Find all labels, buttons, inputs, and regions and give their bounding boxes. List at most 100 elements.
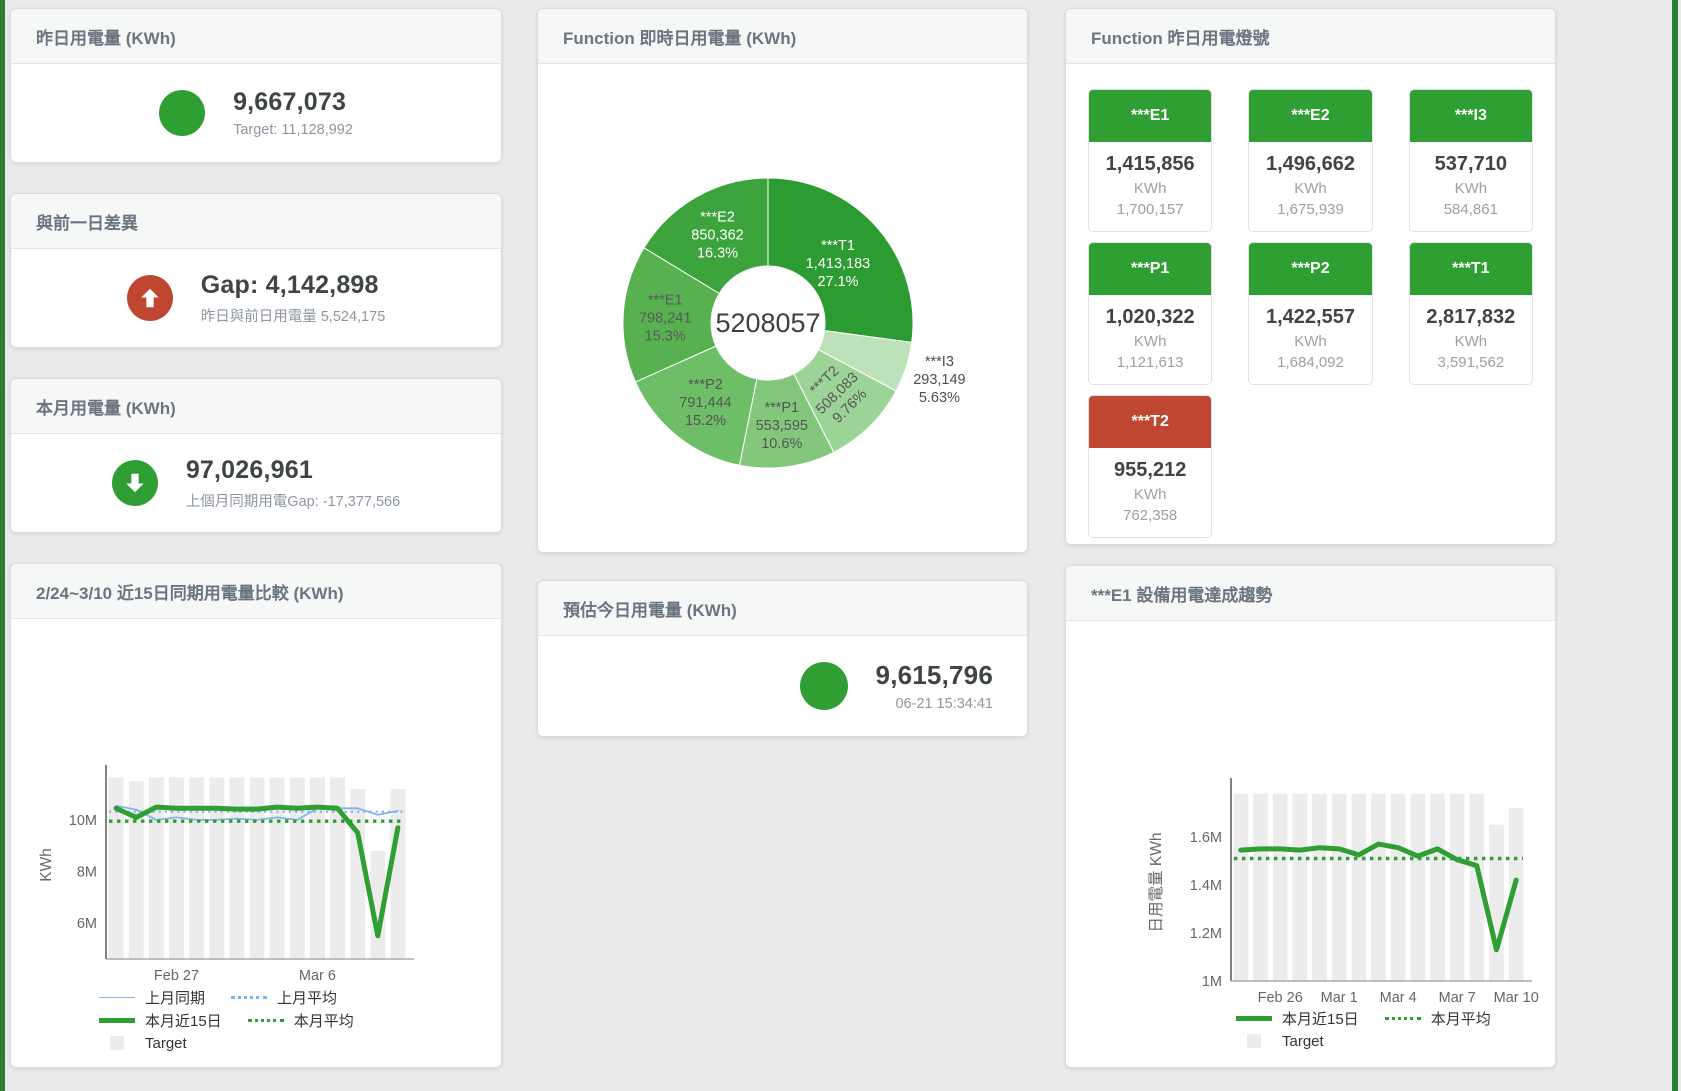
legend-item[interactable]: 本月平均 xyxy=(1384,1009,1491,1028)
y-axis-title: 日用電量 KWh xyxy=(1148,833,1165,933)
target-bar xyxy=(1410,793,1426,981)
stat-value: 9,667,073 xyxy=(233,88,347,116)
donut-slice-label: ***P1 553,595 10.6% xyxy=(756,400,808,452)
card-title-text: 昨日用電量 (KWh) xyxy=(36,28,176,48)
compare-chart[interactable]: 6M 8M 10M Feb 27 Mar 6 KWh xyxy=(11,619,503,1014)
compare-chart-legend: 上月同期 上月平均本月近15日 本月平均 Target xyxy=(99,988,354,1052)
tile-label: ***I3 xyxy=(1409,90,1532,142)
legend-item[interactable]: 本月近15日 xyxy=(99,1011,222,1030)
light-tile-i3[interactable]: ***I3 537,710 KWh 584,861 xyxy=(1408,89,1533,232)
target-bar xyxy=(269,777,285,959)
target-bar xyxy=(1469,793,1485,981)
target-bar xyxy=(189,777,205,959)
light-tile-e2[interactable]: ***E2 1,496,662 KWh 1,675,939 xyxy=(1248,89,1373,232)
realtime-donut-chart[interactable]: ***T1 1,413,183 27.1%***I3 293,149 5.63%***T… xyxy=(538,64,1029,554)
legend-marker xyxy=(1236,1015,1272,1021)
donut-slice-e2[interactable] xyxy=(643,177,769,295)
tile-target: 1,121,613 xyxy=(1116,354,1184,371)
x-tick-label: Mar 4 xyxy=(1380,990,1417,1006)
legend-item[interactable]: 上月平均 xyxy=(231,988,338,1007)
tile-unit: KWh xyxy=(1133,180,1167,197)
card-title: Function 即時日用電量 (KWh) xyxy=(538,9,1027,64)
target-bar xyxy=(1351,793,1367,981)
right-edge-strip xyxy=(1672,0,1678,1091)
donut-slice-label: ***P2 791,444 15.2% xyxy=(679,377,731,429)
series-line xyxy=(1238,841,1519,953)
tile-body: 1,496,662 KWh 1,675,939 xyxy=(1249,142,1371,231)
tile-label: ***T1 xyxy=(1409,243,1532,295)
legend-marker xyxy=(231,995,268,999)
legend-label: 本月平均 xyxy=(293,1012,354,1030)
tile-value: 1,415,856 xyxy=(1105,153,1195,175)
legend-label: 上月平均 xyxy=(277,989,338,1007)
tile-target: 762,358 xyxy=(1123,507,1178,524)
tile-unit: KWh xyxy=(1133,486,1167,503)
legend-marker xyxy=(1384,1016,1421,1020)
legend-item[interactable]: Target xyxy=(1236,1032,1324,1050)
donut-slice-label: ***T1 1,413,183 27.1% xyxy=(806,238,871,290)
series-line xyxy=(113,804,401,939)
card-title-text: ***E1 設備用電達成趨勢 xyxy=(1091,585,1273,605)
stat-value: 97,026,961 xyxy=(185,455,313,484)
legend-item[interactable]: 上月同期 xyxy=(99,988,206,1007)
light-tile-t2[interactable]: ***T2 955,212 KWh 762,358 xyxy=(1088,395,1213,538)
light-tile-p1[interactable]: ***P1 1,020,322 KWh 1,121,613 xyxy=(1088,242,1213,385)
legend-item[interactable]: 本月近15日 xyxy=(1236,1009,1359,1028)
tile-label: ***P1 xyxy=(1089,243,1212,295)
card-realtime-donut: Function 即時日用電量 (KWh) ***T1 1,413,183 27.1… xyxy=(537,8,1028,553)
tile-target: 3,591,562 xyxy=(1437,354,1505,371)
tile-value: 1,020,322 xyxy=(1105,306,1195,328)
light-tile-t1[interactable]: ***T1 2,817,832 KWh 3,591,562 xyxy=(1408,242,1533,385)
target-bar xyxy=(350,789,366,959)
tile-body: 1,422,557 KWh 1,684,092 xyxy=(1249,295,1371,384)
target-bar xyxy=(169,777,184,959)
tile-unit: KWh xyxy=(1454,180,1488,197)
light-tile-p2[interactable]: ***P2 1,422,557 KWh 1,684,092 xyxy=(1248,242,1373,385)
light-tile-e1[interactable]: ***E1 1,415,856 KWh 1,700,157 xyxy=(1088,89,1213,232)
donut-slice-p2[interactable] xyxy=(634,345,758,466)
e1-trend-chart[interactable]: 1M 1.2M 1.4M 1.6M Feb 26 Mar 1 Mar 4 Mar 7 Mar 1… xyxy=(1066,621,1557,1021)
status-circle-icon xyxy=(799,662,848,710)
card-e1-trend-chart: ***E1 設備用電達成趨勢 1M 1.2M 1.4M 1.6M Feb 26 Mar 1… xyxy=(1065,565,1556,1068)
card-yesterday-usage: 昨日用電量 (KWh) 9,667,073 Target: 11,128,992 xyxy=(10,8,502,163)
target-bar xyxy=(1272,793,1288,981)
card-title-text: 本月用電量 (KWh) xyxy=(36,398,176,418)
card-day-gap: 與前一日差異 Gap: 4,142,898 昨日與前日用電量 5,524,175 xyxy=(10,193,502,348)
donut-slice-label: ***E1 798,241 15.3% xyxy=(639,293,691,345)
donut-slice-e1[interactable] xyxy=(622,247,720,383)
tile-value: 537,710 xyxy=(1434,153,1507,175)
legend-item[interactable]: 本月平均 xyxy=(247,1011,354,1030)
card-lights-panel: Function 昨日用電燈號 ***E1 1,415,856 KWh 1,700,1… xyxy=(1065,8,1556,545)
left-edge-strip xyxy=(0,0,5,1091)
tile-target: 1,684,092 xyxy=(1277,354,1344,371)
tile-target: 1,675,939 xyxy=(1277,201,1344,218)
legend-label: 上月同期 xyxy=(145,989,206,1007)
tile-value: 1,496,662 xyxy=(1266,153,1355,175)
legend-marker xyxy=(1236,1034,1272,1048)
card-estimate-today: 預估今日用電量 (KWh) 9,615,796 06-21 15:34:41 xyxy=(537,580,1028,737)
x-tick-label: Mar 6 xyxy=(299,968,336,984)
stat-subtext: 上個月同期用電Gap: -17,377,566 xyxy=(185,493,401,510)
card-title: ***E1 設備用電達成趨勢 xyxy=(1066,566,1555,621)
target-bar xyxy=(390,789,406,959)
x-tick-label: Mar 7 xyxy=(1439,990,1476,1006)
e1-trend-legend: 本月近15日 本月平均 Target xyxy=(1236,1009,1491,1050)
target-bar xyxy=(1508,808,1524,981)
y-axis-title: KWh xyxy=(38,848,55,882)
tile-body: 1,415,856 KWh 1,700,157 xyxy=(1089,142,1211,231)
tile-unit: KWh xyxy=(1133,333,1167,350)
target-bar xyxy=(1430,793,1445,981)
tile-target: 1,700,157 xyxy=(1116,201,1184,218)
tile-value: 955,212 xyxy=(1114,459,1187,481)
legend-item[interactable]: Target xyxy=(99,1034,187,1052)
legend-label: 本月近15日 xyxy=(145,1012,222,1030)
donut-slice-t1[interactable] xyxy=(767,177,914,343)
tile-value: 2,817,832 xyxy=(1426,306,1516,328)
tile-label: ***T2 xyxy=(1089,396,1212,448)
card-title-text: 與前一日差異 xyxy=(36,213,138,233)
donut-slice-label: ***I3 293,149 5.63% xyxy=(913,354,965,406)
y-tick-label: 10M xyxy=(69,813,97,829)
series-line xyxy=(115,804,399,821)
target-bar xyxy=(128,781,144,959)
tile-label: ***E2 xyxy=(1249,90,1372,142)
